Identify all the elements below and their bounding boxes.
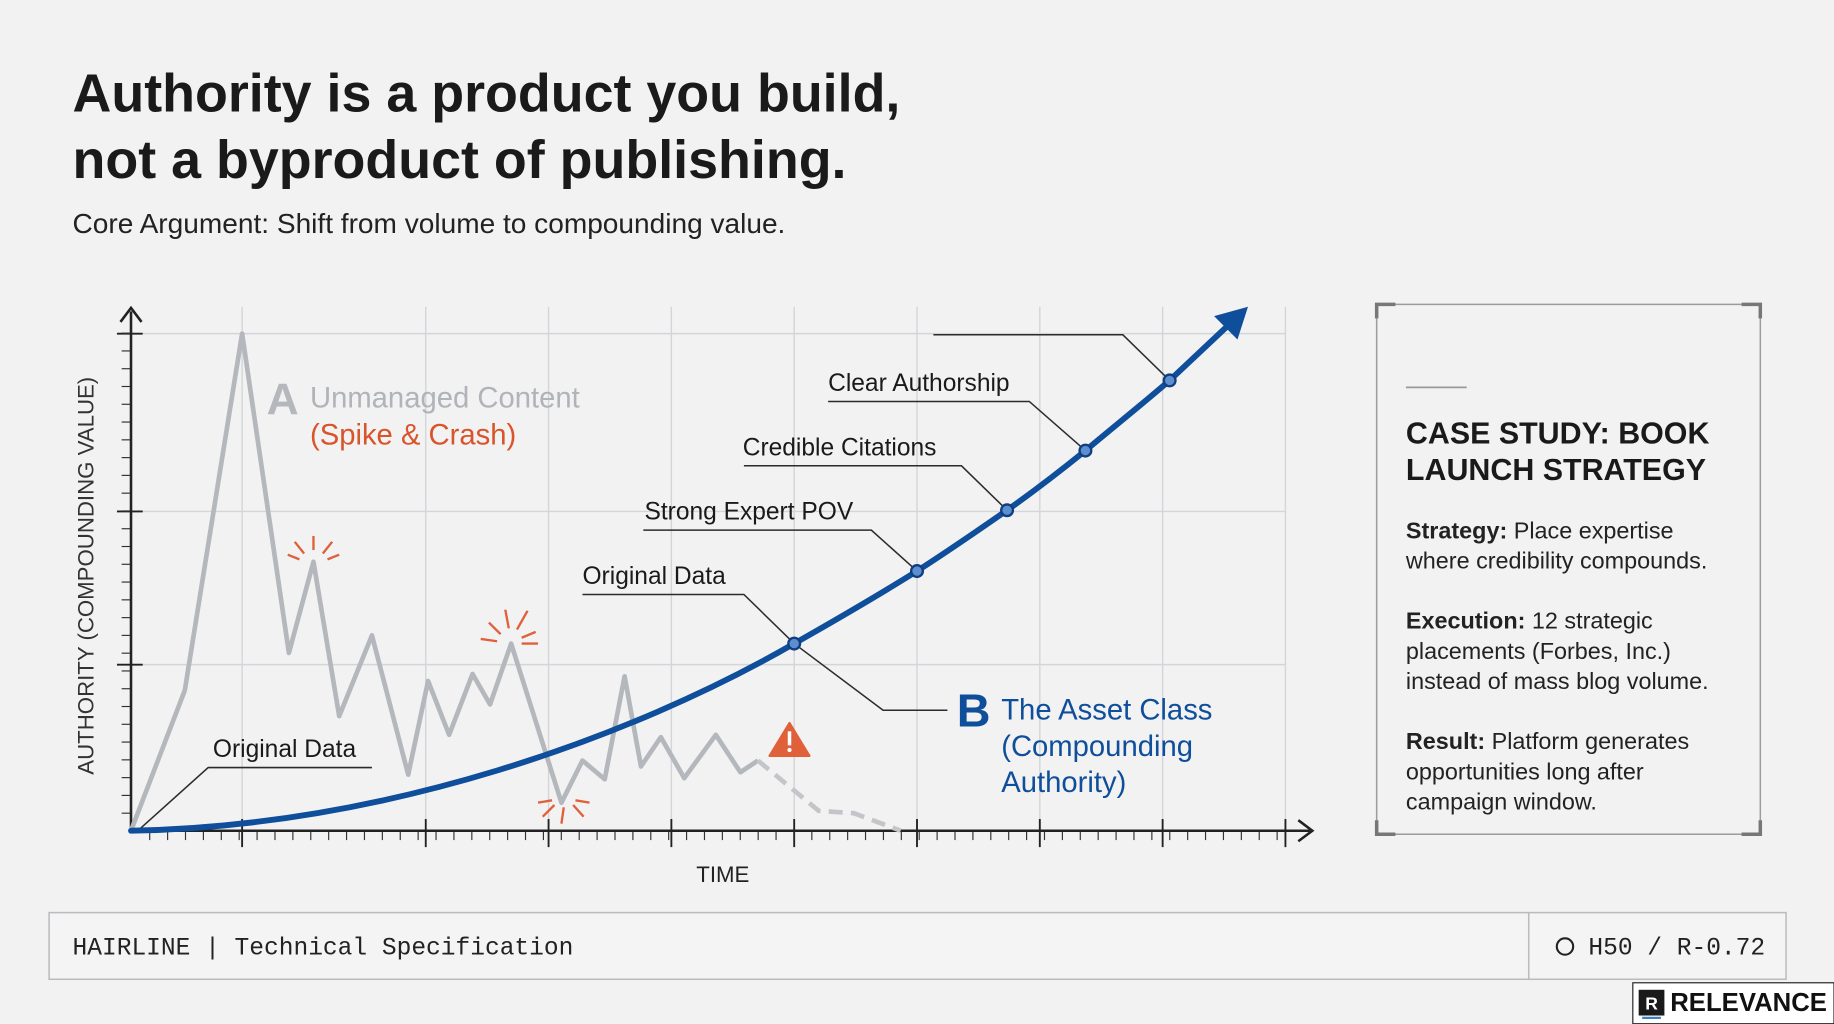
- card-text: placements (Forbes, Inc.): [1406, 638, 1671, 664]
- card-text: campaign window.: [1406, 789, 1597, 815]
- card-label: Strategy:: [1406, 517, 1507, 543]
- series-name: Unmanaged Content: [310, 382, 580, 414]
- footer: HAIRLINE | Technical Specification H50 /…: [48, 911, 1787, 981]
- warning-icon: [768, 721, 811, 758]
- spike-burst: [287, 535, 590, 824]
- card-text: where credibility compounds.: [1405, 548, 1707, 574]
- card-text: instead of mass blog volume.: [1406, 668, 1709, 694]
- series-name: The Asset Class: [1001, 695, 1212, 727]
- card-line: Result: Platform generates: [1406, 728, 1689, 754]
- footer-left: HAIRLINE | Technical Specification: [73, 936, 574, 963]
- title-line: Authority is a product you build,: [73, 63, 901, 123]
- x-axis-arrow: [1297, 819, 1315, 843]
- milestone-label: Clear Authorship: [828, 370, 1009, 397]
- series-note: (Spike & Crash): [310, 420, 516, 452]
- card-label: Execution:: [1406, 607, 1526, 633]
- series-letter: A: [267, 375, 299, 424]
- card-label: Result:: [1406, 728, 1485, 754]
- case-study-card: CASE STUDY: BOOK LAUNCH STRATEGY Strateg…: [1374, 302, 1763, 836]
- status-circle: [1555, 937, 1575, 956]
- brand: R RELEVANCE: [1632, 982, 1834, 1024]
- fade-line: [756, 758, 902, 833]
- y-axis-arrow: [119, 305, 143, 323]
- brand-icon: R: [1645, 994, 1658, 1014]
- card-text: opportunities long after: [1406, 758, 1644, 784]
- y-axis-label: AUTHORITY (COMPOUNDING VALUE): [74, 377, 99, 775]
- title-line: not a byproduct of publishing.: [73, 130, 847, 190]
- milestone-label: Strong Expert POV: [644, 499, 853, 526]
- curve-arrow: [1214, 306, 1249, 340]
- callout-label: Original Data: [213, 736, 357, 763]
- callout-line: [933, 334, 1171, 381]
- brand-name: RELEVANCE: [1670, 989, 1827, 1017]
- milestone-label: Credible Citations: [743, 434, 937, 461]
- card-title: LAUNCH STRATEGY: [1406, 453, 1706, 487]
- card-line: Execution: 12 strategic: [1406, 607, 1653, 633]
- card-title: CASE STUDY: BOOK: [1406, 417, 1710, 451]
- grid: [131, 306, 1287, 831]
- card-text: 12 strategic: [1532, 607, 1653, 633]
- card-text: Place expertise: [1514, 517, 1674, 543]
- x-axis-label: TIME: [696, 862, 749, 887]
- spike-crash-line: [128, 331, 760, 832]
- milestone-label: Original Data: [582, 563, 726, 590]
- subtitle: Core Argument: Shift from volume to comp…: [73, 208, 786, 239]
- callout-line: [743, 465, 1008, 511]
- series-letter: B: [957, 685, 991, 737]
- series-name: Authority): [1001, 767, 1126, 799]
- card-line: Strategy: Place expertise: [1406, 517, 1674, 543]
- callout-line: [643, 529, 918, 572]
- diagram: AUTHORITY (COMPOUNDING VALUE) TIME A Unm…: [74, 305, 1315, 887]
- callout-line: [828, 400, 1086, 452]
- callout-line: [139, 766, 372, 829]
- series-name: (Compounding: [1001, 731, 1193, 763]
- card-text: Platform generates: [1492, 728, 1690, 754]
- milestone-dots: [787, 373, 1177, 651]
- footer-right: H50 / R-0.72: [1588, 936, 1765, 963]
